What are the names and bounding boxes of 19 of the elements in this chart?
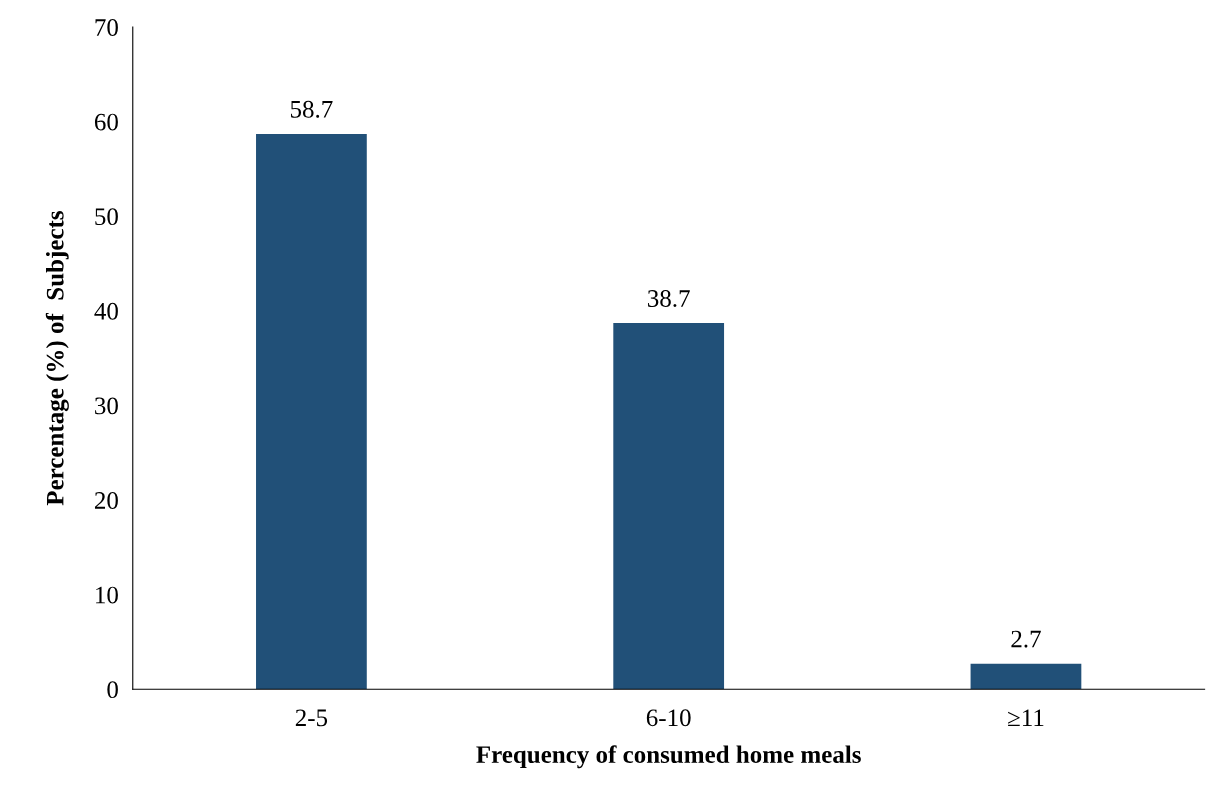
y-tick-label: 50 [95,208,118,226]
y-tick-label: 40 [94,302,118,320]
y-tick-label: 20 [94,492,118,509]
bar [613,323,725,690]
y-tick-label: 60 [94,113,118,131]
bar [256,133,367,690]
x-tick-label: 6-10 [646,709,691,727]
y-tick-label: 10 [96,586,118,604]
data-label: 58.7 [290,100,333,118]
y-tick-label: 0 [107,681,118,699]
bar [970,663,1082,690]
data-label: 2.7 [1011,630,1041,648]
y-axis-title: Percentage (%) of Subjects [45,211,69,506]
data-label: 38.7 [648,290,690,308]
y-tick-label: 70 [95,19,118,36]
x-axis-title: Frequency of consumed home meals [476,745,861,769]
y-tick-label: 30 [95,397,118,415]
x-tick-label: ≥11 [1008,709,1044,726]
x-tick-label: 2-5 [295,709,328,727]
